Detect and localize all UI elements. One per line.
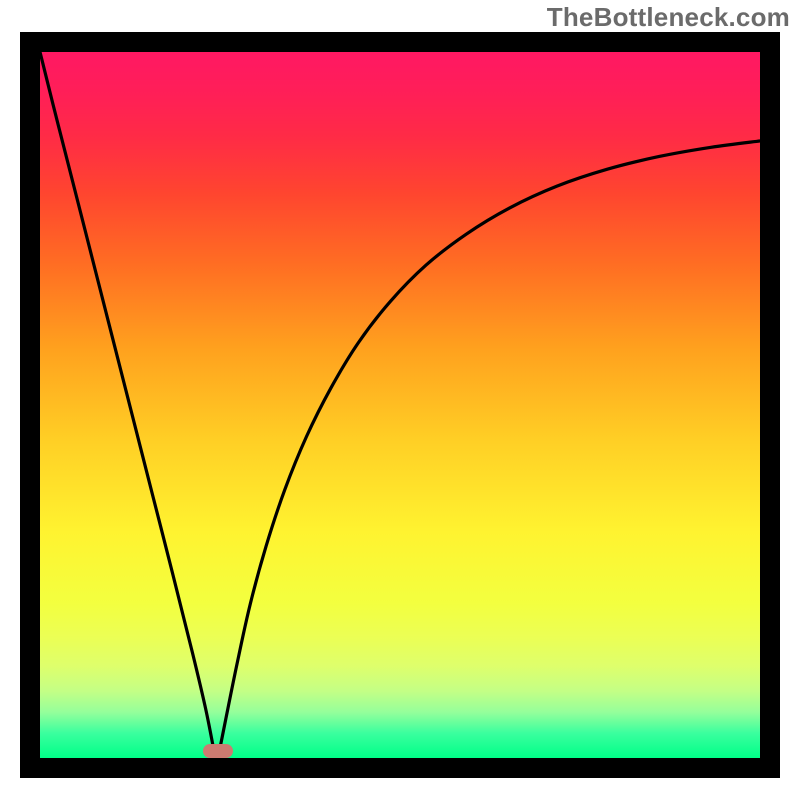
- plot-frame: [20, 32, 780, 778]
- watermark-label: TheBottleneck.com: [547, 2, 790, 33]
- plot-svg: [20, 32, 780, 778]
- root: TheBottleneck.com: [0, 0, 800, 800]
- cusp-marker: [203, 744, 233, 758]
